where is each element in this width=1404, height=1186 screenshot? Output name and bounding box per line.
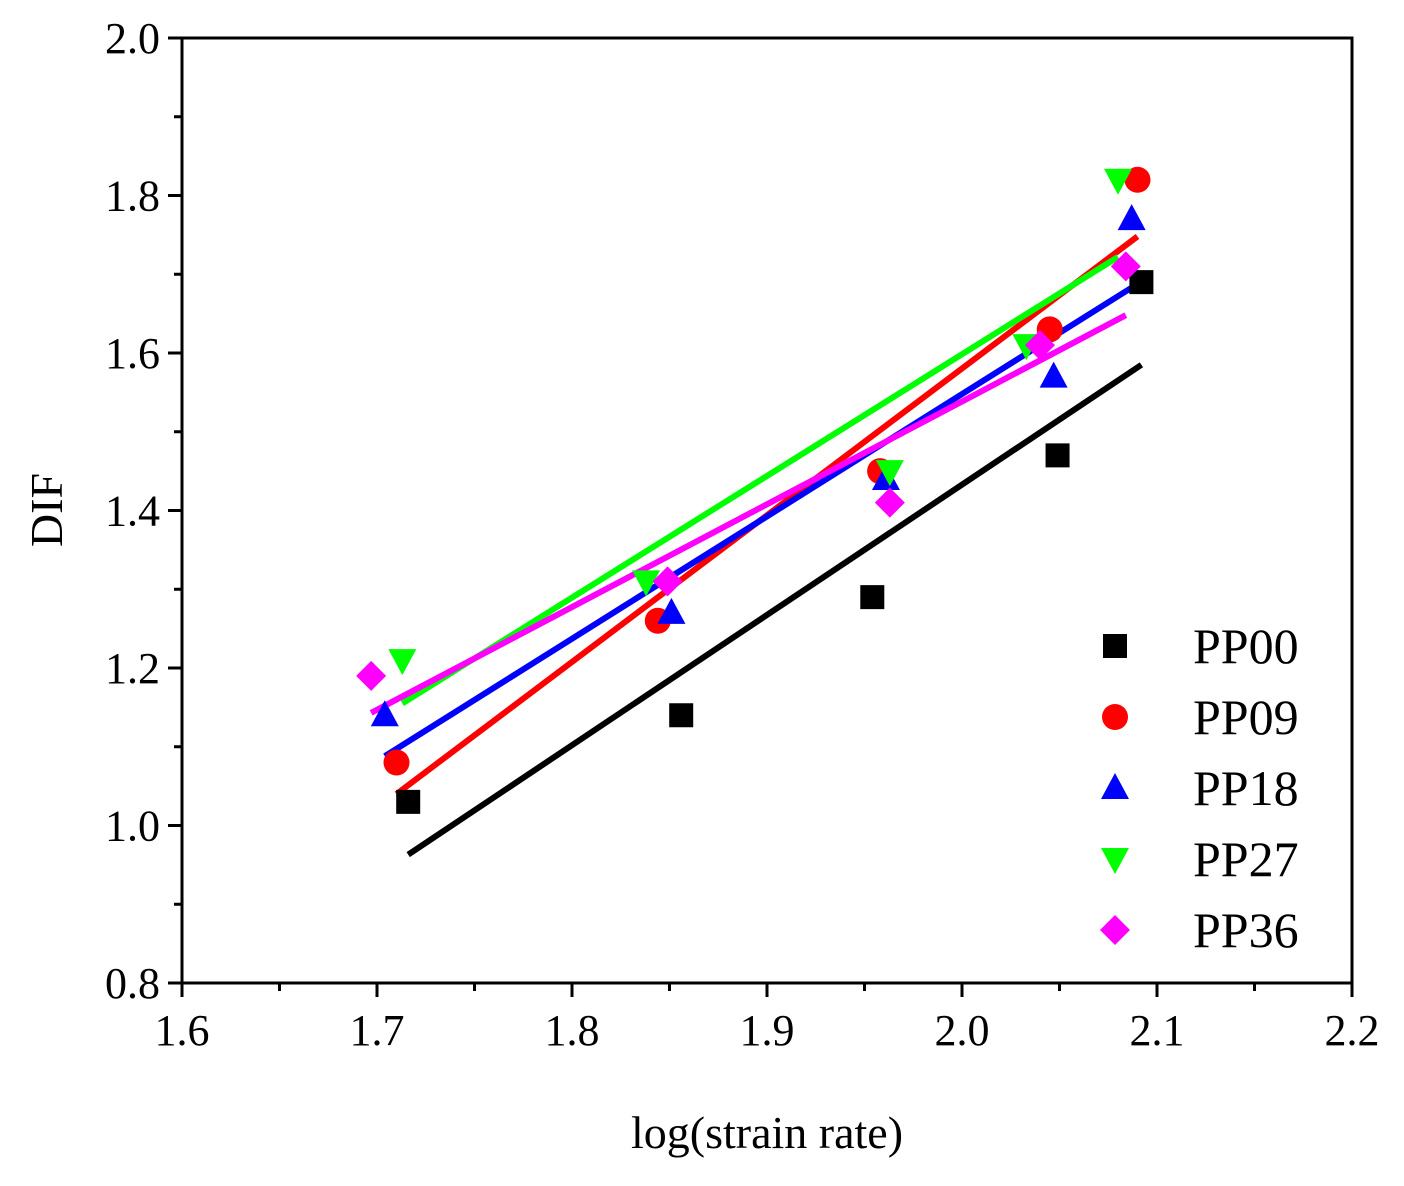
pp18-data-point (1117, 204, 1146, 231)
pp36-data-point (874, 487, 905, 518)
x-tick-label: 1.9 (740, 1006, 795, 1055)
legend-label-pp36: PP36 (1193, 902, 1299, 958)
fit-lines (369, 234, 1144, 858)
legend-label-pp09: PP09 (1193, 689, 1299, 745)
y-tick-label: 1.6 (105, 329, 160, 378)
pp36-data-point (356, 660, 387, 691)
x-axis: 1.6 1.7 1.8 1.9 2.0 2.1 2.2 (155, 983, 1380, 1055)
x-tick-label: 1.6 (155, 1006, 210, 1055)
pp18-data-point (657, 597, 686, 624)
legend-marker-pp18 (1101, 773, 1129, 799)
data-markers (356, 166, 1154, 814)
pp27-fit-line (400, 254, 1120, 706)
y-tick-label: 1.0 (105, 802, 160, 851)
pp27-data-point (632, 570, 661, 597)
pp00-data-point (396, 789, 421, 814)
legend-label-pp27: PP27 (1193, 831, 1299, 887)
y-tick-label: 1.8 (105, 172, 160, 221)
pp09-data-point (383, 749, 410, 776)
pp36-data-point (1110, 251, 1141, 282)
pp36-data-point (652, 566, 683, 597)
legend-marker-pp09 (1102, 704, 1128, 730)
legend-item-pp00: PP00 (1103, 618, 1299, 674)
pp09-data-point (1124, 166, 1151, 193)
pp36-data-point (1025, 330, 1055, 361)
pp00-fit-line (406, 362, 1144, 858)
x-tick-label: 2.0 (935, 1006, 990, 1055)
pp18-data-point (1039, 361, 1068, 388)
legend-label-pp18: PP18 (1193, 760, 1299, 816)
y-tick-label: 1.2 (105, 644, 160, 693)
pp00-data-point (669, 703, 694, 728)
x-tick-label: 2.1 (1130, 1006, 1185, 1055)
pp18-data-point (370, 700, 399, 727)
x-tick-label: 1.7 (350, 1006, 405, 1055)
x-tick-label: 1.8 (545, 1006, 600, 1055)
legend: PP00 PP09 PP18 PP27 PP36 (1100, 618, 1299, 958)
x-tick-label: 2.2 (1325, 1006, 1380, 1055)
y-axis: 0.8 1.0 1.2 1.4 1.6 1.8 2.0 (105, 14, 182, 1008)
x-axis-title: log(strain rate) (631, 1107, 903, 1158)
plot-frame (180, 36, 1354, 985)
y-tick-label: 0.8 (105, 959, 160, 1008)
legend-marker-pp36 (1100, 915, 1130, 945)
y-axis-title: DIF (21, 473, 72, 547)
legend-item-pp27: PP27 (1101, 831, 1299, 887)
y-tick-label: 2.0 (105, 14, 160, 63)
pp27-data-point (388, 649, 417, 676)
y-tick-label: 1.4 (105, 487, 160, 536)
legend-marker-pp27 (1101, 848, 1129, 874)
pp36-fit-line (369, 312, 1128, 716)
pp27-data-point (1104, 168, 1132, 195)
legend-marker-pp00 (1103, 634, 1127, 658)
pp00-data-point (1045, 443, 1070, 468)
legend-label-pp00: PP00 (1193, 618, 1299, 674)
legend-item-pp18: PP18 (1101, 760, 1299, 816)
pp00-data-point (860, 585, 885, 610)
pp00-data-point (1129, 270, 1154, 295)
pp27-data-point (875, 460, 904, 487)
pp18-fit-line (383, 285, 1134, 759)
legend-item-pp09: PP09 (1102, 689, 1299, 745)
legend-item-pp36: PP36 (1100, 902, 1299, 958)
